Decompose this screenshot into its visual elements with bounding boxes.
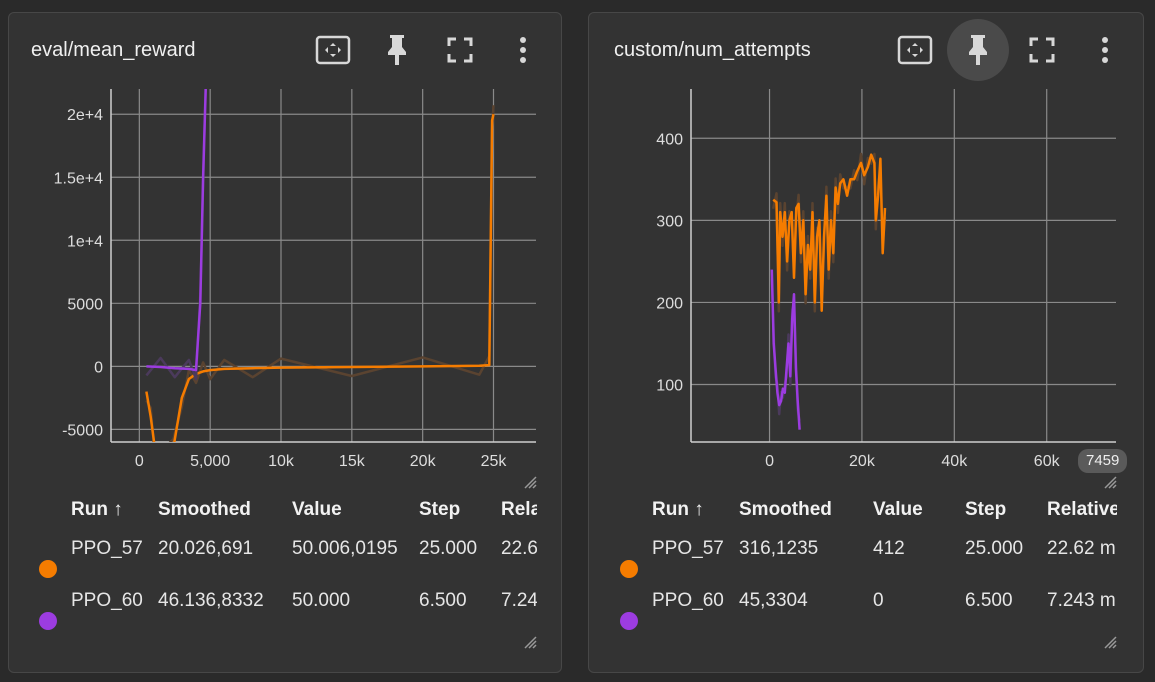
step-value: 6.500 [965, 590, 1013, 611]
x-tick-label: 60k [1034, 453, 1061, 470]
run-color-swatch-ppo60[interactable] [620, 612, 638, 630]
more-options-button[interactable] [1074, 19, 1136, 81]
fit-domain-button[interactable] [302, 19, 364, 81]
pin-button[interactable] [947, 19, 1009, 81]
relative-time: 7.243 m [1047, 590, 1116, 611]
smoothed-value: 20.026,691 [158, 538, 254, 559]
fullscreen-icon [447, 37, 473, 63]
pin-icon [388, 35, 406, 65]
fit-domain-button[interactable] [884, 19, 946, 81]
y-tick-label: 200 [656, 295, 683, 312]
run-color-swatch-ppo60[interactable] [39, 612, 57, 630]
run-color-swatch-ppo57[interactable] [39, 560, 57, 578]
step-value: 25.000 [965, 538, 1024, 559]
run-name: PPO_57 [71, 538, 143, 559]
x-tick-label: 25k [481, 453, 508, 470]
runs-table-viewport: Run ↑ Smoothed Value Step Relative PPO_5… [589, 493, 1117, 643]
resize-handle-icon[interactable] [1103, 635, 1117, 649]
line-chart[interactable]: -5000 0 5000 1e+4 1.5e+4 2e+4 0 5,000 10k 15k 20k 2… [9, 13, 561, 493]
runs-table-viewport: Run ↑ Smoothed Value Step Rela PPO_57 20… [9, 493, 537, 643]
resize-handle-icon[interactable] [523, 635, 537, 649]
more-vert-icon [520, 37, 526, 63]
y-tick-label: 2e+4 [67, 107, 103, 124]
smoothed-value: 46.136,8332 [158, 590, 264, 611]
more-vert-icon [1102, 37, 1108, 63]
card-title: eval/mean_reward [31, 39, 196, 61]
column-header-smoothed[interactable]: Smoothed [158, 499, 251, 520]
chart-card-mean-reward: eval/mean_reward -5000 0 5000 1e+4 1.5e+4 2e+… [8, 12, 562, 673]
raw-value: 0 [873, 590, 884, 611]
relative-time: 22.6 [501, 538, 537, 559]
y-tick-label: 5000 [67, 296, 103, 313]
x-tick-label: 0 [135, 453, 144, 470]
axis-overflow-badge: 7459 [1078, 449, 1128, 473]
column-header-run[interactable]: Run ↑ [652, 499, 704, 520]
line-chart[interactable]: 100 200 300 400 0 20k 40k 60k [589, 13, 1143, 493]
column-header-value[interactable]: Value [873, 499, 923, 520]
smoothed-value: 316,1235 [739, 538, 819, 559]
y-tick-label: 400 [656, 131, 683, 148]
raw-value: 412 [873, 538, 905, 559]
fullscreen-button[interactable] [1011, 19, 1073, 81]
raw-value: 50.006,0195 [292, 538, 398, 559]
column-header-relative[interactable]: Relative [1047, 499, 1117, 520]
y-tick-label: 300 [656, 213, 683, 230]
y-tick-label: 1e+4 [67, 233, 103, 250]
series-raw-line-ppo_57 [145, 105, 495, 442]
column-header-step[interactable]: Step [965, 499, 1007, 520]
y-tick-label: -5000 [62, 422, 103, 439]
runs-table: Run ↑ Smoothed Value Step Relative PPO_5… [589, 493, 1143, 643]
relative-time: 7.24 [501, 590, 537, 611]
fit-domain-icon [315, 35, 351, 65]
column-header-relative[interactable]: Rela [501, 499, 537, 520]
card-title: custom/num_attempts [614, 39, 811, 61]
series-line-ppo_57[interactable] [145, 113, 495, 448]
series-line-ppo_60[interactable] [146, 83, 207, 372]
resize-handle-icon[interactable] [523, 475, 537, 489]
y-tick-label: 1.5e+4 [54, 170, 103, 187]
column-header-value[interactable]: Value [292, 499, 342, 520]
x-tick-label: 10k [268, 453, 295, 470]
x-tick-label: 20k [849, 453, 876, 470]
resize-handle-icon[interactable] [1103, 475, 1117, 489]
y-tick-label: 100 [656, 378, 683, 395]
x-tick-label: 40k [941, 453, 968, 470]
step-value: 25.000 [419, 538, 478, 559]
run-name: PPO_60 [652, 590, 724, 611]
run-name: PPO_57 [652, 538, 724, 559]
fit-domain-icon [897, 35, 933, 65]
raw-value: 50.000 [292, 590, 351, 611]
more-options-button[interactable] [492, 19, 554, 81]
series-line-ppo_57[interactable] [772, 153, 887, 312]
y-tick-label: 0 [94, 359, 103, 376]
run-name: PPO_60 [71, 590, 143, 611]
card-toolbar [302, 19, 561, 81]
x-tick-label: 15k [339, 453, 366, 470]
smoothed-value: 45,3304 [739, 590, 808, 611]
card-toolbar [884, 19, 1143, 81]
chart-card-num-attempts: custom/num_attempts 100 200 300 400 0 20k 40k 6… [588, 12, 1144, 673]
run-color-swatch-ppo57[interactable] [620, 560, 638, 578]
column-header-smoothed[interactable]: Smoothed [739, 499, 832, 520]
fullscreen-button[interactable] [429, 19, 491, 81]
x-tick-label: 0 [765, 453, 774, 470]
pin-icon [969, 35, 987, 65]
column-header-run[interactable]: Run ↑ [71, 499, 123, 520]
step-value: 6.500 [419, 590, 467, 611]
series-raw-line-ppo_60 [145, 89, 207, 381]
series-line-ppo_60[interactable] [770, 269, 801, 430]
series-raw-line-ppo_57 [771, 152, 887, 313]
runs-table: Run ↑ Smoothed Value Step Rela PPO_57 20… [9, 493, 561, 643]
relative-time: 22.62 m [1047, 538, 1116, 559]
x-tick-label: 20k [410, 453, 437, 470]
x-tick-label: 5,000 [190, 453, 230, 470]
fullscreen-icon [1029, 37, 1055, 63]
column-header-step[interactable]: Step [419, 499, 461, 520]
pin-button[interactable] [366, 19, 428, 81]
